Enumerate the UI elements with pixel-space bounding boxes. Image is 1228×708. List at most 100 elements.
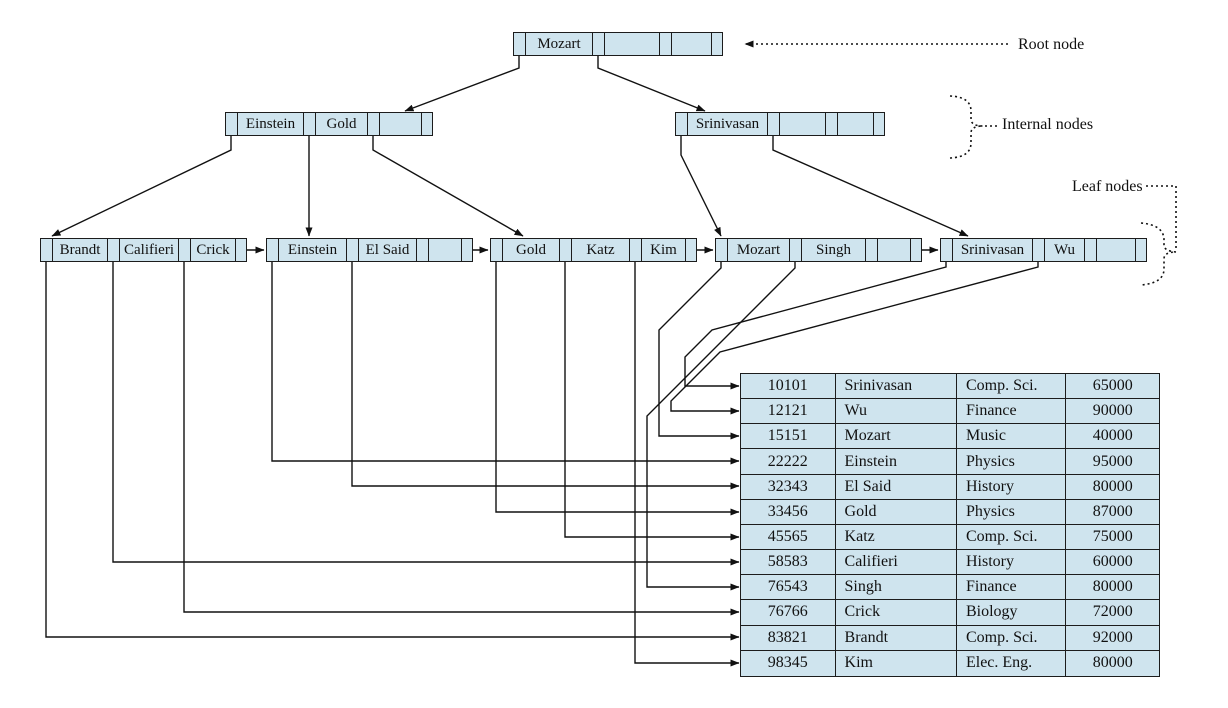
table-row: 12121 Wu Finance 90000 xyxy=(741,399,1159,425)
name-cell: Einstein xyxy=(836,449,957,474)
pointer-cell xyxy=(790,239,802,261)
pointer-arrow-line xyxy=(51,136,232,237)
pointer-cell xyxy=(1085,239,1097,261)
key-cell xyxy=(1097,239,1136,261)
pointer-cell xyxy=(304,113,316,135)
dept-cell: History xyxy=(957,474,1067,499)
pointer-cell xyxy=(368,113,380,135)
dept-cell: Physics xyxy=(957,449,1067,474)
dept-cell: Comp. Sci. xyxy=(957,524,1067,550)
pointer-cell xyxy=(514,33,526,55)
annotation-connector-line xyxy=(1146,185,1177,248)
internal-nodes-brace xyxy=(949,95,984,159)
salary-cell: 72000 xyxy=(1092,603,1133,621)
dept-cell: Biology xyxy=(957,600,1067,625)
id-cell: 10101 xyxy=(741,374,836,399)
leaf-node-mozart: Mozart Singh xyxy=(715,238,922,262)
dept-cell: History xyxy=(957,550,1067,575)
pointer-arrow-line xyxy=(404,56,520,112)
name-cell: Srinivasan xyxy=(836,374,957,399)
salary-cell: 40000 xyxy=(1092,427,1133,445)
pointer-cell xyxy=(593,33,605,55)
dept-cell: Comp. Sci. xyxy=(957,625,1067,650)
table-row: 45565 Katz Comp. Sci. 75000 xyxy=(741,524,1159,551)
name-cell: Mozart xyxy=(836,424,957,449)
id-cell: 58583 xyxy=(741,550,836,575)
salary-cell: 92000 xyxy=(1092,628,1133,646)
id-cell: 45565 xyxy=(741,524,836,550)
id-cell: 33456 xyxy=(741,499,836,524)
pointer-cell xyxy=(768,113,780,135)
salary-cell: 80000 xyxy=(1092,654,1133,672)
name-cell: El Said xyxy=(836,474,957,499)
key-cell: Kim xyxy=(642,239,686,261)
id-cell: 15151 xyxy=(741,424,836,449)
salary-cell: 65000 xyxy=(1092,377,1133,395)
pointer-cell xyxy=(676,113,688,135)
table-row: 83821 Brandt Comp. Sci. 92000 xyxy=(741,625,1159,651)
table-row: 15151 Mozart Music 40000 xyxy=(741,424,1159,450)
dept-cell: Music xyxy=(957,424,1067,449)
pointer-cell xyxy=(716,239,728,261)
name-cell: Singh xyxy=(836,575,957,600)
pointer-cell xyxy=(874,113,886,135)
salary-cell: 75000 xyxy=(1092,528,1133,546)
key-cell: Gold xyxy=(316,113,368,135)
pointer-arrow-line xyxy=(495,262,740,516)
pointer-arrow-line xyxy=(45,262,740,641)
salary-cell: 60000 xyxy=(1092,553,1133,571)
pointer-cell xyxy=(1033,239,1045,261)
dept-cell: Finance xyxy=(957,575,1067,600)
pointer-arrow-line xyxy=(646,262,796,591)
pointer-cell xyxy=(226,113,238,135)
pointer-cell xyxy=(422,113,434,135)
key-cell: El Said xyxy=(359,239,417,261)
pointer-cell xyxy=(712,33,724,55)
key-cell xyxy=(380,113,422,135)
key-cell: Gold xyxy=(503,239,560,261)
id-cell: 32343 xyxy=(741,474,836,499)
root-node: Mozart xyxy=(513,32,723,56)
instructor-table: 10101 Srinivasan Comp. Sci. 65000 12121 Wu Fin… xyxy=(740,373,1160,677)
pointer-cell xyxy=(41,239,53,261)
pointer-arrow-line xyxy=(271,262,740,465)
salary-cell: 87000 xyxy=(1092,502,1133,520)
pointer-cell xyxy=(491,239,503,261)
internal-node-srinivasan: Srinivasan xyxy=(675,112,885,136)
name-cell: Wu xyxy=(836,399,957,424)
key-cell xyxy=(780,113,826,135)
key-cell: Wu xyxy=(1045,239,1085,261)
dept-cell: Physics xyxy=(957,499,1067,524)
key-cell xyxy=(838,113,874,135)
pointer-arrow-line xyxy=(670,262,1039,415)
id-cell: 83821 xyxy=(741,625,836,650)
salary-cell: 80000 xyxy=(1092,578,1133,596)
name-cell: Gold xyxy=(836,499,957,524)
pointer-arrow-line xyxy=(597,56,706,112)
table-row: 58583 Califieri History 60000 xyxy=(741,550,1159,576)
table-row: 76766 Crick Biology 72000 xyxy=(741,600,1159,626)
name-cell: Califieri xyxy=(836,550,957,575)
key-cell: Katz xyxy=(572,239,630,261)
internal-node-einstein-gold: Einstein Gold xyxy=(225,112,433,136)
table-row: 32343 El Said History 80000 xyxy=(741,474,1159,500)
key-cell: Srinivasan xyxy=(953,239,1033,261)
pointer-cell xyxy=(826,113,838,135)
pointer-cell xyxy=(1136,239,1148,261)
pointer-cell xyxy=(560,239,572,261)
key-cell: Einstein xyxy=(238,113,304,135)
pointer-cell xyxy=(866,239,878,261)
pointer-arrow-line xyxy=(658,262,740,440)
name-cell: Katz xyxy=(836,524,957,550)
leaf-node-einstein: Einstein El Said xyxy=(266,238,473,262)
name-cell: Brandt xyxy=(836,625,957,650)
pointer-cell xyxy=(686,239,698,261)
id-cell: 76766 xyxy=(741,600,836,625)
salary-cell: 90000 xyxy=(1092,402,1133,420)
salary-cell: 95000 xyxy=(1092,452,1133,470)
name-cell: Crick xyxy=(836,600,957,625)
dept-cell: Comp. Sci. xyxy=(957,374,1067,399)
internal-nodes-label: Internal nodes xyxy=(1002,116,1094,133)
root-node-label: Root node xyxy=(1018,36,1085,53)
